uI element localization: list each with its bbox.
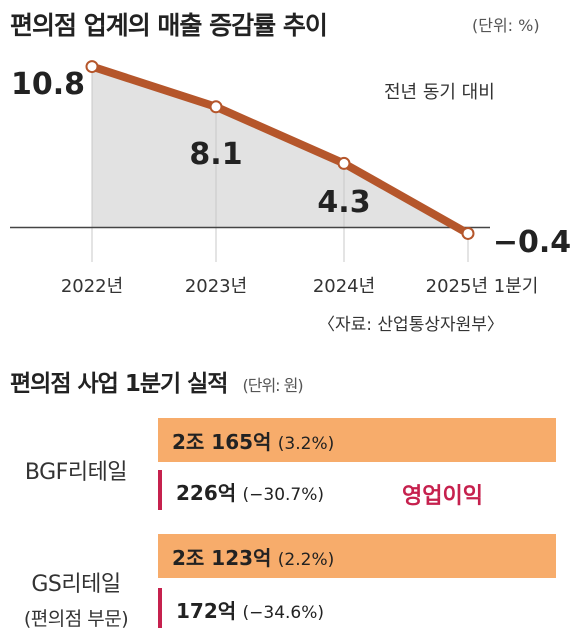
profit-value: 226억 (−30.7%) [176,477,324,506]
sales-bar: 2조 123억 (2.2%) [158,534,556,578]
line-chart: 10.8 8.1 4.3 −0.4 2022년 2023년 2024년 2025년 1분기 [10,60,571,297]
sales-amount: 2조 123억 [172,545,272,570]
sales-value: 2조 123억 (2.2%) [158,542,334,571]
profit-marker [158,588,162,628]
value-label: 4.3 [317,185,370,220]
results-unit: (단위: 원) [242,376,303,395]
company-sub: (편의점 부문) [23,608,129,630]
data-point [337,156,351,170]
category-label: 2025년 1분기 [426,276,539,297]
category-label: 2024년 [313,276,375,297]
data-point [85,60,99,74]
profit-change: (−34.6%) [242,603,325,623]
profit-value: 172억 (−34.6%) [176,595,324,624]
value-label: 10.8 [11,67,85,102]
sales-change: (3.2%) [277,433,335,454]
data-point [461,226,475,240]
value-label: −0.4 [493,225,571,260]
profit-marker [158,470,162,510]
chart-area [92,66,468,234]
chart-title: 편의점 업계의 매출 증감률 추이 [10,11,328,40]
chart-source: 〈자료: 산업통상자원부〉 [318,315,504,335]
company-label: BGF리테일 [0,454,152,486]
chart-unit: (단위: %) [472,16,540,35]
value-label: 8.1 [189,137,242,172]
legend-operating-profit: 영업이익 [402,484,483,509]
company-label: GS리테일 (편의점 부문) [0,566,152,631]
sales-amount: 2조 165억 [172,429,272,454]
sales-bar: 2조 165억 (3.2%) [158,418,556,462]
profit-amount: 226억 [176,481,237,505]
category-label: 2023년 [185,276,247,297]
company-name: BGF리테일 [24,460,128,485]
results-title: 편의점 사업 1분기 실적 (단위: 원) [10,364,304,398]
data-point [209,100,223,114]
results-title-text: 편의점 사업 1분기 실적 [10,371,228,397]
profit-amount: 172억 [176,599,237,623]
series-line [90,62,470,237]
company-name: GS리테일 [31,572,121,597]
sales-change: (2.2%) [277,549,335,570]
sales-value: 2조 165억 (3.2%) [158,426,334,455]
category-label: 2022년 [61,276,123,297]
profit-change: (−30.7%) [242,485,325,505]
chart-note: 전년 동기 대비 [384,82,495,103]
